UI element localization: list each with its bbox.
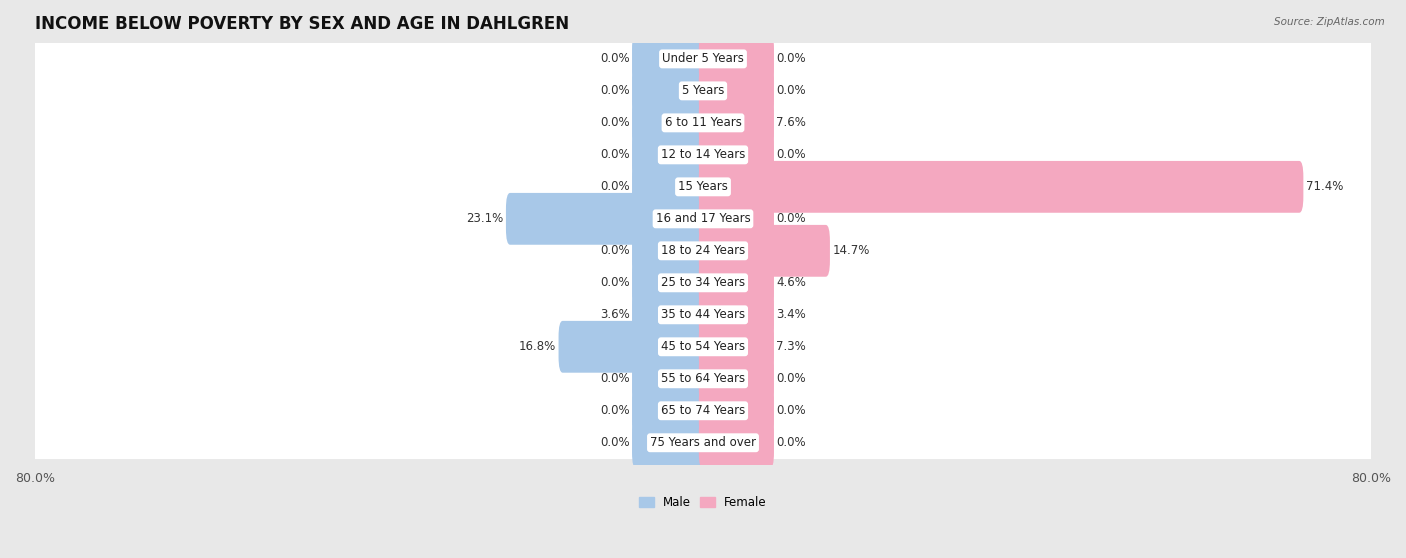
FancyBboxPatch shape: [633, 33, 707, 85]
Text: 35 to 44 Years: 35 to 44 Years: [661, 309, 745, 321]
Text: 71.4%: 71.4%: [1306, 180, 1343, 193]
FancyBboxPatch shape: [35, 75, 1371, 107]
Text: Under 5 Years: Under 5 Years: [662, 52, 744, 65]
Text: 7.3%: 7.3%: [776, 340, 806, 353]
Text: 0.0%: 0.0%: [776, 372, 806, 385]
Text: 0.0%: 0.0%: [600, 117, 630, 129]
FancyBboxPatch shape: [633, 417, 707, 469]
FancyBboxPatch shape: [699, 193, 773, 245]
FancyBboxPatch shape: [633, 161, 707, 213]
FancyBboxPatch shape: [35, 267, 1371, 299]
Text: 12 to 14 Years: 12 to 14 Years: [661, 148, 745, 161]
Legend: Male, Female: Male, Female: [634, 492, 772, 514]
Text: 75 Years and over: 75 Years and over: [650, 436, 756, 449]
Text: 0.0%: 0.0%: [600, 404, 630, 417]
FancyBboxPatch shape: [633, 289, 707, 341]
FancyBboxPatch shape: [35, 363, 1371, 395]
Text: 18 to 24 Years: 18 to 24 Years: [661, 244, 745, 257]
Text: 55 to 64 Years: 55 to 64 Years: [661, 372, 745, 385]
FancyBboxPatch shape: [506, 193, 707, 245]
Text: 15 Years: 15 Years: [678, 180, 728, 193]
Text: 3.6%: 3.6%: [600, 309, 630, 321]
FancyBboxPatch shape: [35, 395, 1371, 427]
FancyBboxPatch shape: [633, 225, 707, 277]
Text: 16 and 17 Years: 16 and 17 Years: [655, 213, 751, 225]
FancyBboxPatch shape: [35, 107, 1371, 139]
Text: 0.0%: 0.0%: [776, 213, 806, 225]
FancyBboxPatch shape: [633, 129, 707, 181]
Text: INCOME BELOW POVERTY BY SEX AND AGE IN DAHLGREN: INCOME BELOW POVERTY BY SEX AND AGE IN D…: [35, 15, 569, 33]
Text: 0.0%: 0.0%: [776, 84, 806, 98]
FancyBboxPatch shape: [699, 257, 773, 309]
FancyBboxPatch shape: [35, 426, 1371, 459]
FancyBboxPatch shape: [699, 225, 830, 277]
Text: Source: ZipAtlas.com: Source: ZipAtlas.com: [1274, 17, 1385, 27]
Text: 65 to 74 Years: 65 to 74 Years: [661, 404, 745, 417]
Text: 0.0%: 0.0%: [600, 148, 630, 161]
Text: 6 to 11 Years: 6 to 11 Years: [665, 117, 741, 129]
FancyBboxPatch shape: [558, 321, 707, 373]
FancyBboxPatch shape: [699, 129, 773, 181]
Text: 16.8%: 16.8%: [519, 340, 555, 353]
Text: 4.6%: 4.6%: [776, 276, 807, 289]
Text: 0.0%: 0.0%: [600, 52, 630, 65]
FancyBboxPatch shape: [699, 289, 773, 341]
FancyBboxPatch shape: [699, 353, 773, 405]
Text: 0.0%: 0.0%: [776, 52, 806, 65]
Text: 0.0%: 0.0%: [776, 404, 806, 417]
FancyBboxPatch shape: [633, 353, 707, 405]
Text: 0.0%: 0.0%: [600, 372, 630, 385]
FancyBboxPatch shape: [35, 330, 1371, 363]
Text: 0.0%: 0.0%: [600, 276, 630, 289]
FancyBboxPatch shape: [699, 417, 773, 469]
Text: 0.0%: 0.0%: [776, 436, 806, 449]
FancyBboxPatch shape: [35, 299, 1371, 331]
Text: 0.0%: 0.0%: [600, 244, 630, 257]
Text: 45 to 54 Years: 45 to 54 Years: [661, 340, 745, 353]
FancyBboxPatch shape: [699, 321, 773, 373]
FancyBboxPatch shape: [633, 385, 707, 437]
FancyBboxPatch shape: [699, 385, 773, 437]
FancyBboxPatch shape: [633, 65, 707, 117]
Text: 0.0%: 0.0%: [600, 436, 630, 449]
Text: 23.1%: 23.1%: [467, 213, 503, 225]
Text: 0.0%: 0.0%: [776, 148, 806, 161]
Text: 3.4%: 3.4%: [776, 309, 806, 321]
FancyBboxPatch shape: [699, 161, 1303, 213]
FancyBboxPatch shape: [699, 65, 773, 117]
Text: 0.0%: 0.0%: [600, 84, 630, 98]
FancyBboxPatch shape: [35, 42, 1371, 75]
Text: 7.6%: 7.6%: [776, 117, 807, 129]
FancyBboxPatch shape: [633, 97, 707, 149]
FancyBboxPatch shape: [35, 171, 1371, 203]
FancyBboxPatch shape: [633, 257, 707, 309]
FancyBboxPatch shape: [35, 234, 1371, 267]
Text: 0.0%: 0.0%: [600, 180, 630, 193]
FancyBboxPatch shape: [699, 97, 773, 149]
Text: 14.7%: 14.7%: [832, 244, 870, 257]
Text: 25 to 34 Years: 25 to 34 Years: [661, 276, 745, 289]
Text: 5 Years: 5 Years: [682, 84, 724, 98]
FancyBboxPatch shape: [35, 203, 1371, 235]
FancyBboxPatch shape: [35, 138, 1371, 171]
FancyBboxPatch shape: [699, 33, 773, 85]
